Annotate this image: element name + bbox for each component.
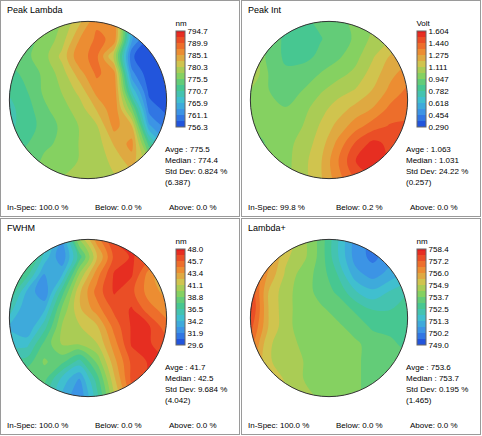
svg-text:756.3: 756.3 [188, 123, 209, 132]
svg-text:0.454: 0.454 [429, 111, 450, 120]
svg-text:0.782: 0.782 [429, 87, 450, 96]
svg-text:34.2: 34.2 [188, 317, 204, 326]
svg-text:In-Spec: 100.0 %: In-Spec: 100.0 % [7, 421, 68, 430]
svg-text:1.604: 1.604 [429, 27, 450, 36]
svg-text:Volt: Volt [416, 19, 430, 28]
svg-text:In-Spec: 99.8 %: In-Spec: 99.8 % [248, 203, 305, 212]
svg-text:0.290: 0.290 [429, 123, 450, 132]
svg-text:Std Dev: 9.684 %: Std Dev: 9.684 % [165, 385, 227, 394]
svg-text:789.9: 789.9 [188, 39, 209, 48]
svg-text:753.7: 753.7 [429, 293, 450, 302]
svg-text:0.947: 0.947 [429, 75, 450, 84]
svg-text:1.440: 1.440 [429, 39, 450, 48]
svg-text:0.618: 0.618 [429, 99, 450, 108]
svg-text:(6.387): (6.387) [165, 178, 191, 187]
svg-text:Lambda+: Lambda+ [248, 223, 286, 233]
svg-text:Avge : 753.6: Avge : 753.6 [406, 363, 451, 372]
svg-text:Std Dev: 0.195 %: Std Dev: 0.195 % [406, 385, 468, 394]
svg-text:38.8: 38.8 [188, 293, 204, 302]
svg-text:(0.257): (0.257) [406, 178, 432, 187]
svg-text:Above: 0.0 %: Above: 0.0 % [169, 203, 217, 212]
svg-text:nm: nm [416, 237, 427, 246]
svg-text:29.6: 29.6 [188, 341, 204, 350]
svg-text:43.4: 43.4 [188, 269, 204, 278]
svg-text:770.7: 770.7 [188, 87, 209, 96]
svg-text:1.111: 1.111 [429, 63, 448, 72]
svg-text:758.4: 758.4 [429, 245, 450, 254]
svg-text:1.275: 1.275 [429, 51, 450, 60]
svg-text:Std Dev: 0.824 %: Std Dev: 0.824 % [165, 167, 227, 176]
svg-text:775.5: 775.5 [188, 75, 209, 84]
svg-text:Below: 0.0 %: Below: 0.0 % [95, 203, 142, 212]
svg-text:In-Spec: 100.0 %: In-Spec: 100.0 % [248, 421, 309, 430]
svg-text:31.9: 31.9 [188, 329, 204, 338]
svg-text:749.0: 749.0 [429, 341, 450, 350]
svg-text:nm: nm [175, 19, 186, 28]
svg-text:45.7: 45.7 [188, 257, 204, 266]
svg-text:750.2: 750.2 [429, 329, 450, 338]
svg-text:41.1: 41.1 [188, 281, 204, 290]
svg-text:Median : 753.7: Median : 753.7 [406, 374, 459, 383]
svg-text:Avge : 775.5: Avge : 775.5 [165, 145, 210, 154]
svg-text:765.9: 765.9 [188, 99, 209, 108]
svg-text:Below: 0.0 %: Below: 0.0 % [336, 421, 383, 430]
svg-text:756.0: 756.0 [429, 269, 450, 278]
svg-text:754.9: 754.9 [429, 281, 450, 290]
svg-text:(1.465): (1.465) [406, 396, 432, 405]
svg-text:757.2: 757.2 [429, 257, 450, 266]
svg-text:Median : 1.031: Median : 1.031 [406, 156, 459, 165]
svg-text:Above: 0.0 %: Above: 0.0 % [169, 421, 217, 430]
svg-text:Below: 0.2 %: Below: 0.2 % [336, 203, 383, 212]
svg-text:761.1: 761.1 [188, 111, 209, 120]
svg-text:Peak Int: Peak Int [248, 5, 282, 15]
svg-text:Std Dev: 24.22 %: Std Dev: 24.22 % [406, 167, 468, 176]
svg-text:Above: 0.0 %: Above: 0.0 % [410, 421, 458, 430]
svg-text:780.3: 780.3 [188, 63, 209, 72]
svg-text:Peak Lambda: Peak Lambda [7, 5, 63, 15]
svg-text:785.1: 785.1 [188, 51, 209, 60]
svg-text:Below: 0.0 %: Below: 0.0 % [95, 421, 142, 430]
svg-text:752.5: 752.5 [429, 305, 450, 314]
svg-text:Avge : 1.063: Avge : 1.063 [406, 145, 451, 154]
svg-text:Above: 0.0 %: Above: 0.0 % [410, 203, 458, 212]
svg-text:751.3: 751.3 [429, 317, 450, 326]
svg-text:36.5: 36.5 [188, 305, 204, 314]
svg-text:Avge : 41.7: Avge : 41.7 [165, 363, 206, 372]
svg-text:nm: nm [175, 237, 186, 246]
svg-text:794.7: 794.7 [188, 27, 209, 36]
svg-text:In-Spec: 100.0 %: In-Spec: 100.0 % [7, 203, 68, 212]
svg-text:(4.042): (4.042) [165, 396, 191, 405]
svg-text:Median : 774.4: Median : 774.4 [165, 156, 218, 165]
svg-text:Median : 42.5: Median : 42.5 [165, 374, 214, 383]
svg-text:FWHM: FWHM [7, 223, 35, 233]
svg-text:48.0: 48.0 [188, 245, 204, 254]
